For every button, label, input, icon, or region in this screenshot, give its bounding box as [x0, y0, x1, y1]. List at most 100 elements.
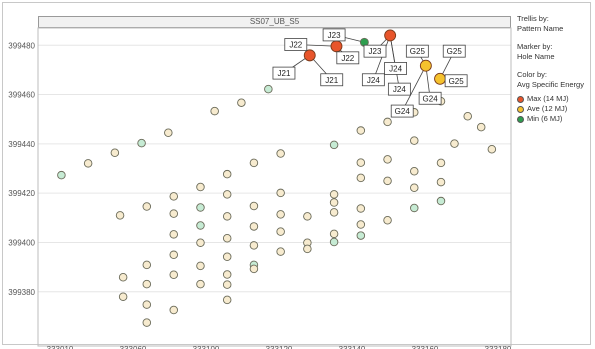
data-point[interactable]: [142, 300, 152, 309]
data-point[interactable]: [142, 202, 152, 211]
data-point[interactable]: [249, 264, 259, 274]
data-point[interactable]: [436, 177, 446, 187]
data-point[interactable]: [476, 122, 486, 132]
callout-label: G24: [418, 91, 442, 105]
data-point[interactable]: [434, 72, 446, 85]
data-point[interactable]: [196, 238, 205, 247]
data-point[interactable]: [137, 138, 146, 148]
data-point[interactable]: [303, 244, 312, 254]
data-point[interactable]: [142, 260, 152, 270]
data-point[interactable]: [222, 190, 232, 199]
data-point[interactable]: [276, 210, 285, 219]
data-point[interactable]: [330, 40, 343, 53]
data-point[interactable]: [196, 279, 205, 289]
data-point[interactable]: [169, 230, 179, 239]
data-point[interactable]: [142, 318, 152, 327]
data-point[interactable]: [303, 49, 316, 62]
data-point[interactable]: [487, 145, 497, 154]
data-point[interactable]: [169, 250, 179, 260]
data-point[interactable]: [237, 98, 246, 107]
data-point[interactable]: [410, 203, 419, 213]
data-point[interactable]: [196, 221, 205, 230]
data-point[interactable]: [329, 229, 339, 239]
data-point[interactable]: [249, 222, 259, 231]
callout-text: J24: [389, 64, 402, 73]
legend-trellis-label: Trellis by:: [517, 14, 549, 23]
legend-entry-min[interactable]: Min (6 MJ): [517, 114, 593, 124]
callout-layer: J23 J22 J22 J23 J21 J21 J24 J24 J24 G25 G25 G25 G24 G…: [272, 28, 468, 118]
data-point[interactable]: [210, 106, 219, 116]
data-point[interactable]: [410, 136, 419, 145]
data-point[interactable]: [57, 170, 66, 180]
y-tick-label: 399440: [8, 140, 35, 149]
data-point[interactable]: [436, 196, 446, 206]
callout-text: G24: [395, 107, 411, 116]
callout-label: J21: [272, 66, 296, 80]
data-point[interactable]: [222, 212, 232, 221]
data-point[interactable]: [356, 220, 366, 229]
data-point[interactable]: [142, 279, 152, 289]
callout-box: [272, 66, 296, 80]
data-point[interactable]: [383, 176, 392, 186]
data-point[interactable]: [169, 192, 179, 201]
data-point[interactable]: [164, 128, 173, 138]
data-point[interactable]: [276, 149, 285, 158]
data-point[interactable]: [303, 212, 312, 221]
data-point[interactable]: [383, 216, 392, 225]
data-point[interactable]: [110, 148, 120, 157]
data-point[interactable]: [196, 182, 205, 192]
data-point[interactable]: [118, 272, 128, 282]
data-point[interactable]: [329, 190, 339, 199]
data-point[interactable]: [169, 270, 179, 280]
data-point[interactable]: [276, 227, 285, 236]
callout-text: J22: [289, 41, 302, 50]
data-point[interactable]: [384, 29, 397, 42]
data-point[interactable]: [329, 237, 339, 247]
data-point[interactable]: [383, 117, 392, 127]
data-point[interactable]: [222, 234, 232, 243]
data-point[interactable]: [436, 158, 446, 168]
data-point[interactable]: [276, 188, 285, 198]
data-point[interactable]: [222, 295, 232, 305]
x-tick-label: 333060: [120, 345, 147, 349]
data-point[interactable]: [383, 155, 392, 164]
callout-label: J24: [384, 62, 407, 75]
data-point[interactable]: [410, 183, 419, 192]
data-point[interactable]: [169, 209, 179, 218]
legend-color-label: Color by:: [517, 70, 548, 79]
data-point[interactable]: [264, 84, 273, 94]
data-point[interactable]: [356, 158, 366, 167]
callout-label: J22: [284, 38, 308, 51]
data-point[interactable]: [356, 231, 366, 240]
data-point[interactable]: [115, 211, 125, 220]
data-point[interactable]: [249, 201, 259, 211]
data-point[interactable]: [222, 252, 232, 262]
data-point[interactable]: [329, 198, 339, 207]
legend-entry-max[interactable]: Max (14 MJ): [517, 94, 593, 104]
data-point[interactable]: [450, 139, 459, 148]
data-point[interactable]: [83, 159, 93, 168]
data-point[interactable]: [196, 261, 205, 271]
y-tick-label: 399480: [8, 41, 35, 50]
data-point[interactable]: [410, 166, 419, 176]
data-point[interactable]: [419, 59, 432, 72]
data-point[interactable]: [463, 112, 472, 121]
data-point[interactable]: [222, 280, 232, 289]
data-point[interactable]: [356, 204, 366, 213]
data-point[interactable]: [329, 208, 339, 217]
data-point[interactable]: [356, 126, 366, 135]
data-point[interactable]: [249, 158, 259, 168]
data-point[interactable]: [169, 305, 179, 315]
data-point[interactable]: [329, 140, 339, 150]
data-point[interactable]: [276, 247, 285, 256]
callout-box: [387, 82, 411, 96]
data-point[interactable]: [196, 203, 205, 212]
callout-text: J22: [341, 54, 354, 63]
legend-entry-ave[interactable]: Ave (12 MJ): [517, 104, 593, 114]
data-point[interactable]: [118, 292, 128, 301]
data-point[interactable]: [356, 173, 366, 183]
data-point[interactable]: [222, 169, 232, 179]
data-point[interactable]: [249, 241, 259, 250]
data-point[interactable]: [222, 270, 232, 279]
callout-box: [418, 91, 442, 105]
